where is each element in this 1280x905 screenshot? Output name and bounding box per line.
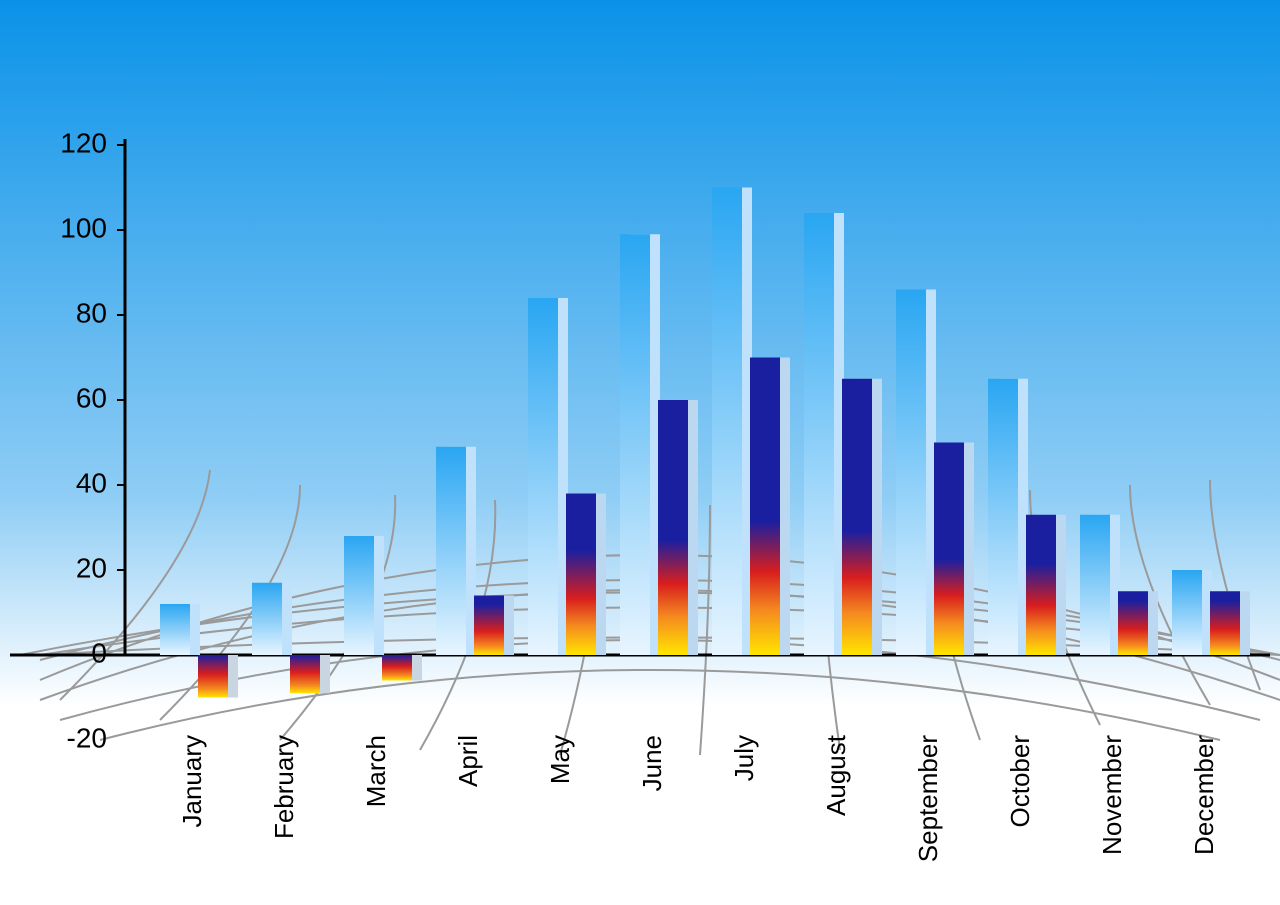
y-tick-label: 40 xyxy=(76,467,107,498)
primary-bar: 12 xyxy=(160,604,190,655)
x-axis-label: November xyxy=(1097,735,1127,855)
y-tick-label: 0 xyxy=(91,637,107,668)
x-axis-label: April xyxy=(453,735,483,787)
x-axis-label: January xyxy=(177,735,207,828)
secondary-bar: -6 xyxy=(382,655,412,681)
secondary-bar: 15 xyxy=(1210,591,1240,655)
primary-bar: 99 xyxy=(620,234,650,655)
y-tick-label: 60 xyxy=(76,382,107,413)
x-axis-label: October xyxy=(1005,735,1035,828)
x-axis-label: May xyxy=(545,735,575,784)
x-axis-label: September xyxy=(913,735,943,863)
y-tick-label: 20 xyxy=(76,552,107,583)
secondary-bar: 60 xyxy=(658,400,688,655)
y-tick-label: 100 xyxy=(60,212,107,243)
x-axis-label: December xyxy=(1189,735,1219,855)
secondary-bar: 33 xyxy=(1026,515,1056,655)
secondary-bar: 14 xyxy=(474,596,504,656)
primary-bar: 104 xyxy=(804,213,834,655)
x-axis-label: July xyxy=(729,735,759,781)
primary-bar: 33 xyxy=(1080,515,1110,655)
x-axis-label: March xyxy=(361,735,391,807)
y-tick-label: -20 xyxy=(67,722,107,753)
primary-bar: 110 xyxy=(712,188,742,656)
secondary-bar: -10 xyxy=(198,655,228,698)
primary-bar: 86 xyxy=(896,290,926,656)
y-tick-label: 80 xyxy=(76,297,107,328)
secondary-bar: 38 xyxy=(566,494,596,656)
secondary-bar: 15 xyxy=(1118,591,1148,655)
secondary-bar: -9 xyxy=(290,655,320,693)
primary-bar: 20 xyxy=(1172,570,1202,655)
primary-bar: 17 xyxy=(252,583,282,655)
x-axis-label: June xyxy=(637,735,667,791)
chart-container: { "chart": { "type": "bar", "canvas": { … xyxy=(0,0,1280,905)
secondary-bar: 70 xyxy=(750,358,780,656)
secondary-bar: 50 xyxy=(934,443,964,656)
primary-bar: 49 xyxy=(436,447,466,655)
monthly-bar-chart: 12-1017-928-6491484389960110701046586506… xyxy=(0,0,1280,905)
primary-bar: 65 xyxy=(988,379,1018,655)
x-axis-label: February xyxy=(269,735,299,839)
primary-bar: 28 xyxy=(344,536,374,655)
primary-bar: 84 xyxy=(528,298,558,655)
x-axis-label: August xyxy=(821,734,851,816)
y-tick-label: 120 xyxy=(60,127,107,158)
secondary-bar: 65 xyxy=(842,379,872,655)
